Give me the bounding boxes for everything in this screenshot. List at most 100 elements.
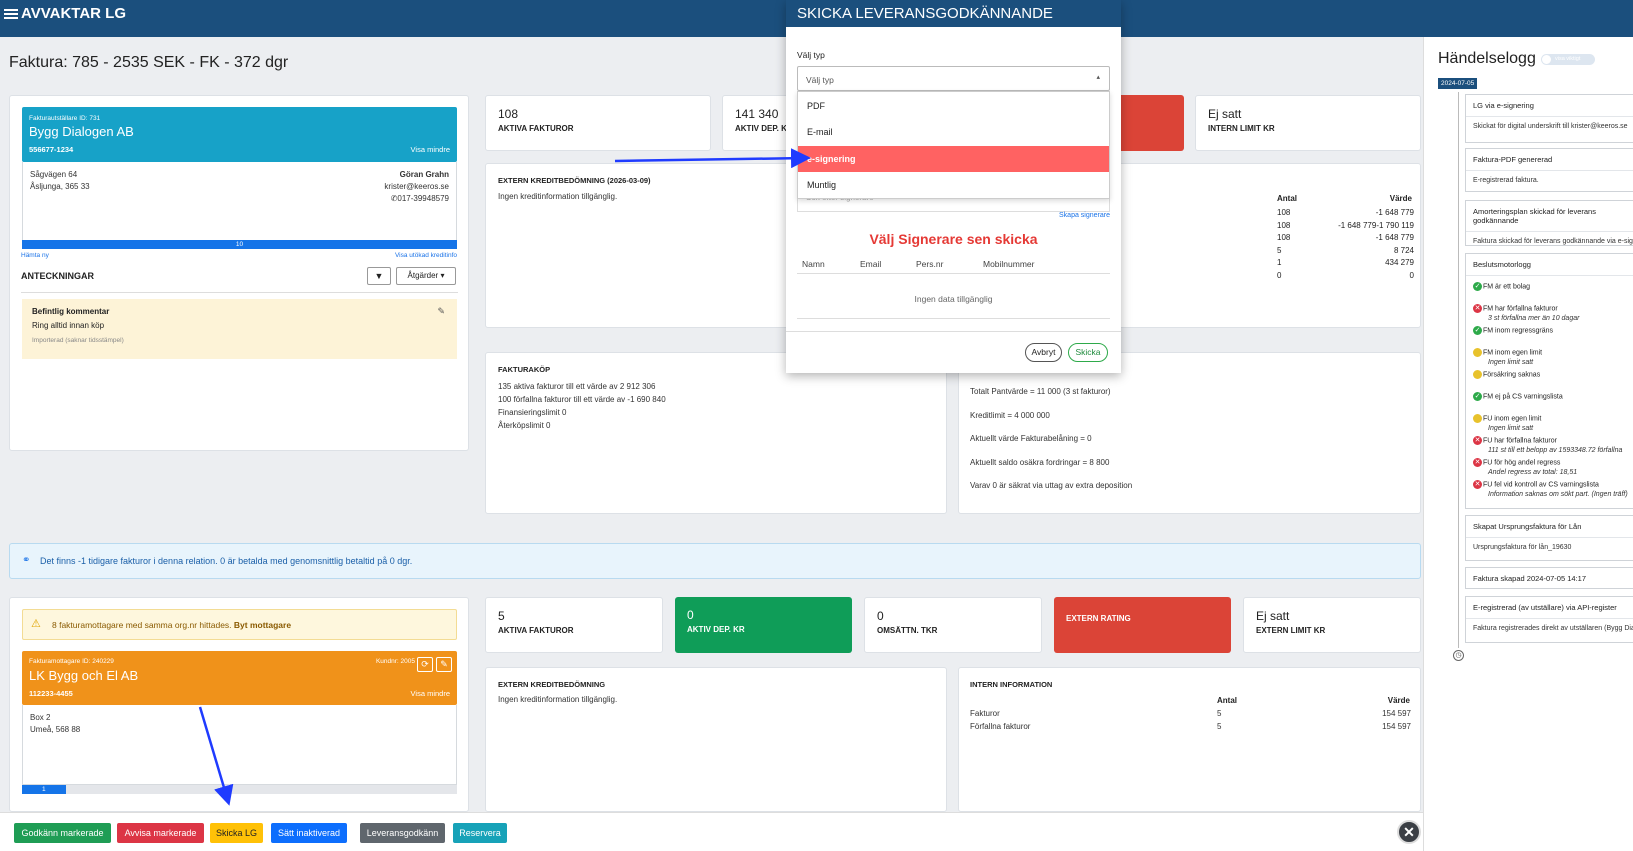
filter-icon: ▼ bbox=[374, 271, 384, 281]
stat-b-extern-limit: Ej satt EXTERN LIMIT KR bbox=[1243, 597, 1421, 653]
issuer-phone: ✆017-39948579 bbox=[390, 194, 449, 203]
cancel-button[interactable]: Avbryt bbox=[1025, 343, 1062, 362]
bm-sub: Information saknas om sökt part. (Ingen … bbox=[1488, 491, 1628, 498]
type-dropdown: PDF E-mail e-signering Muntlig bbox=[797, 91, 1110, 199]
type-select[interactable]: Välj typ ▴ bbox=[797, 66, 1110, 91]
close-icon[interactable]: ✕ bbox=[1397, 820, 1421, 844]
caret-down-icon: ▾ bbox=[440, 271, 445, 280]
col-varde-b: Värde bbox=[1387, 696, 1410, 705]
issuer-orgnr: 556677-1234 bbox=[29, 145, 74, 154]
table-row: Fakturor 5 154 597 bbox=[970, 709, 1411, 718]
bm-row: ✕ FM har förfallna fakturor bbox=[1473, 304, 1558, 313]
issuer-email: krister@keeros.se bbox=[384, 182, 449, 191]
stat-b-active-dep: 0 AKTIV DEP. KR bbox=[675, 597, 852, 653]
cross-icon: ✕ bbox=[1473, 304, 1482, 313]
stat-intern-limit: Ej satt INTERN LIMIT KR bbox=[1195, 95, 1421, 151]
bm-sub: 111 st till ett belopp av 1593348.72 för… bbox=[1488, 447, 1623, 454]
cross-icon: ✕ bbox=[1473, 436, 1482, 445]
event-item: LG via e-signering Skickat för digital un… bbox=[1465, 94, 1633, 143]
change-receiver-link[interactable]: Byt mottagare bbox=[233, 620, 292, 630]
col-email: Email bbox=[860, 259, 882, 269]
timeline-line bbox=[1458, 92, 1459, 648]
check-icon: ✓ bbox=[1473, 326, 1482, 335]
menu-icon[interactable] bbox=[4, 7, 18, 21]
arrow-to-esignering bbox=[614, 148, 811, 169]
bm-sub: 3 st förfallna mer än 10 dagar bbox=[1488, 315, 1580, 322]
bm-row: FM inom egen limit bbox=[1473, 348, 1542, 357]
extended-credit-link[interactable]: Visa utökad kreditinfo bbox=[394, 252, 457, 259]
receiver-header: Fakturamottagare ID: 240229 Kundnr: 2005… bbox=[22, 651, 457, 705]
fakturakop-title: FAKTURAKÖP bbox=[498, 365, 551, 374]
option-pdf[interactable]: PDF bbox=[807, 101, 825, 111]
actions-dropdown[interactable]: Åtgärder ▾ bbox=[396, 267, 456, 285]
notes-title: ANTECKNINGAR bbox=[21, 271, 94, 281]
intern-info-bottom: INTERN INFORMATION Antal Värde Fakturor 5… bbox=[958, 667, 1421, 812]
option-esignering[interactable]: e-signering bbox=[798, 146, 1109, 172]
pant-panel: Totalt Pantvärde = 11 000 (3 st fakturor… bbox=[958, 352, 1421, 514]
bm-row: FU inom egen limit bbox=[1473, 414, 1541, 423]
info-bar: ⚭ Det finns -1 tidigare fakturor i denna… bbox=[9, 543, 1421, 579]
refresh-icon[interactable]: ⟳ bbox=[417, 657, 433, 672]
issuer-street: Sågvägen 64 bbox=[30, 170, 78, 179]
page-title: Faktura: 785 - 2535 SEK - FK - 372 dgr bbox=[9, 54, 289, 71]
pant-lines: Totalt Pantvärde = 11 000 (3 st fakturor… bbox=[970, 387, 1133, 490]
receiver-details: Box 2 Umeå, 568 88 bbox=[22, 705, 457, 785]
warning-dot-icon bbox=[1473, 414, 1482, 423]
date-badge: 2024-07-05 bbox=[1438, 78, 1478, 89]
fetch-new-link[interactable]: Hämta ny bbox=[21, 252, 49, 259]
receiver-progress: 1 bbox=[22, 785, 457, 794]
app-title: AVVAKTAR LG bbox=[21, 5, 126, 22]
bm-row: ✓ FM ej på CS varningslista bbox=[1473, 392, 1563, 401]
receiver-toggle-link[interactable]: Visa mindre bbox=[410, 689, 450, 698]
col-varde: Värde bbox=[1389, 194, 1412, 203]
type-label: Välj typ bbox=[797, 50, 825, 60]
event-item: E-registrerad (av utställare) via API-re… bbox=[1465, 596, 1633, 643]
issuer-toggle-link[interactable]: Visa mindre bbox=[410, 145, 450, 154]
approve-selected-button[interactable]: Godkänn markerade bbox=[14, 823, 111, 843]
divider bbox=[797, 273, 1110, 274]
reserve-button[interactable]: Reservera bbox=[453, 823, 507, 843]
receiver-warning: ⚠ 8 fakturamottagare med samma org.nr hi… bbox=[22, 609, 457, 640]
divider bbox=[797, 318, 1110, 319]
issuer-details: Sågvägen 64 Åsljunga, 365 33 Göran Grahn… bbox=[22, 162, 457, 245]
delivery-approve-button[interactable]: Leveransgodkänn bbox=[360, 823, 445, 843]
bm-row: ✕ FU har förfallna fakturor bbox=[1473, 436, 1557, 445]
edit-receiver-icon[interactable]: ✎ bbox=[436, 657, 452, 672]
reject-selected-button[interactable]: Avvisa markerade bbox=[117, 823, 204, 843]
warning-dot-icon bbox=[1473, 348, 1482, 357]
table-row: 108 -1 648 779 bbox=[1277, 220, 1377, 230]
clock-icon: ◷ bbox=[1453, 650, 1464, 661]
extern-credit-text: Ingen kreditinformation tillgänglig. bbox=[498, 192, 618, 201]
bm-row: ✓ FM inom regressgräns bbox=[1473, 326, 1554, 335]
create-signer-link[interactable]: Skapa signerare bbox=[1059, 212, 1110, 219]
col-mobile: Mobilnummer bbox=[983, 259, 1035, 269]
bm-row: ✕ FU fel vid kontroll av CS varningslista bbox=[1473, 480, 1599, 489]
table-row: Förfallna fakturor 5 154 597 bbox=[970, 721, 1411, 731]
check-icon: ✓ bbox=[1473, 282, 1482, 291]
issuer-city: Åsljunga, 365 33 bbox=[30, 182, 90, 191]
important-toggle[interactable]: visa viktigt bbox=[1541, 54, 1595, 65]
send-delivery-modal: SKICKA LEVERANSGODKÄNNANDE Välj typ Välj… bbox=[786, 0, 1121, 373]
comment-meta: Importerad (saknar tidsstämpel) bbox=[32, 337, 124, 344]
warning-dot-icon bbox=[1473, 370, 1482, 379]
extern-credit-bottom: EXTERN KREDITBEDÖMNING Ingen kreditinfor… bbox=[485, 667, 947, 812]
edit-icon[interactable]: ✎ bbox=[437, 306, 445, 316]
receiver-panel: ⚠ 8 fakturamottagare med samma org.nr hi… bbox=[9, 597, 469, 812]
phone-icon: ✆ bbox=[390, 194, 398, 203]
stat-b-active-invoices: 5 AKTIVA FAKTUROR bbox=[485, 597, 663, 653]
option-email[interactable]: E-mail bbox=[807, 127, 833, 137]
send-lg-button[interactable]: Skicka LG bbox=[210, 823, 263, 843]
info-text: Det finns -1 tidigare fakturor i denna r… bbox=[40, 556, 413, 566]
set-inactive-button[interactable]: Sätt inaktiverad bbox=[271, 823, 347, 843]
send-button[interactable]: Skicka bbox=[1068, 343, 1108, 362]
intern-b-rows: Fakturor 5 154 597 Förfallna fakturor 5 154 … bbox=[970, 708, 1411, 733]
event-item: Faktura skapad 2024-07-05 14:17 bbox=[1465, 567, 1633, 589]
cross-icon: ✕ bbox=[1473, 480, 1482, 489]
option-muntlig[interactable]: Muntlig bbox=[807, 180, 837, 190]
bm-sub: Ingen limit satt bbox=[1488, 359, 1534, 366]
receiver-name: LK Bygg och El AB bbox=[29, 668, 139, 683]
eventlog-title: Händelselogg bbox=[1438, 50, 1536, 67]
modal-title: SKICKA LEVERANSGODKÄNNANDE bbox=[797, 5, 1053, 22]
filter-button[interactable]: ▼ bbox=[367, 267, 391, 285]
receiver-city: Umeå, 568 88 bbox=[30, 725, 81, 734]
